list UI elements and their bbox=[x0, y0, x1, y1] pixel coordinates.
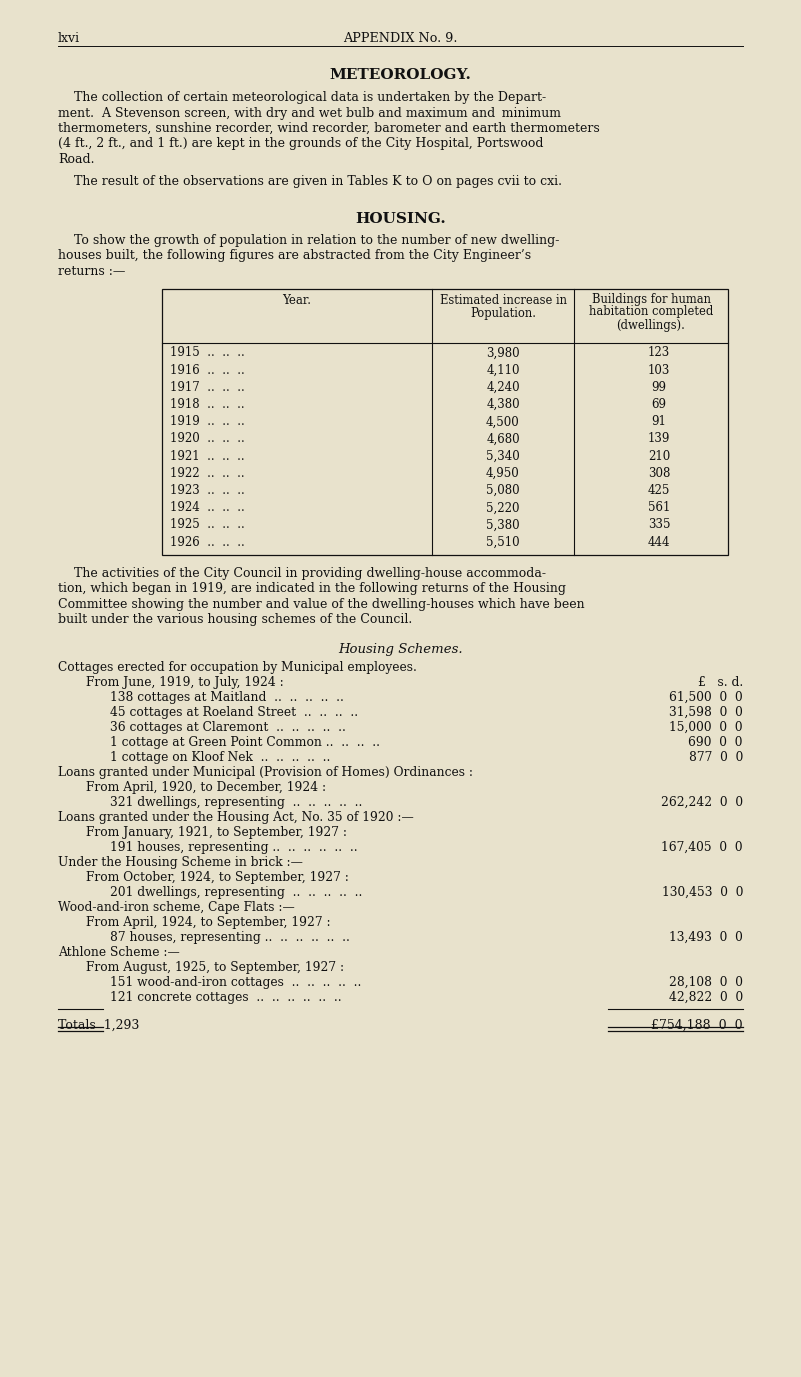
Text: 1922  ..  ..  ..: 1922 .. .. .. bbox=[170, 467, 244, 481]
Text: From January, 1921, to September, 1927 :: From January, 1921, to September, 1927 : bbox=[86, 826, 347, 839]
Text: To show the growth of population in relation to the number of new dwelling-: To show the growth of population in rela… bbox=[58, 234, 559, 246]
Text: Athlone Scheme :—: Athlone Scheme :— bbox=[58, 946, 179, 958]
Text: 151 wood-and-iron cottages  ..  ..  ..  ..  ..: 151 wood-and-iron cottages .. .. .. .. .… bbox=[110, 976, 361, 989]
Text: 1925  ..  ..  ..: 1925 .. .. .. bbox=[170, 519, 245, 532]
Text: 15,000  0  0: 15,000 0 0 bbox=[670, 722, 743, 734]
Text: 36 cottages at Claremont  ..  ..  ..  ..  ..: 36 cottages at Claremont .. .. .. .. .. bbox=[110, 722, 346, 734]
Text: 4,240: 4,240 bbox=[486, 381, 520, 394]
Text: 1923  ..  ..  ..: 1923 .. .. .. bbox=[170, 485, 245, 497]
Text: 1918  ..  ..  ..: 1918 .. .. .. bbox=[170, 398, 244, 412]
Text: 5,080: 5,080 bbox=[486, 485, 520, 497]
Text: (dwellings).: (dwellings). bbox=[617, 318, 686, 332]
Text: 3,980: 3,980 bbox=[486, 347, 520, 359]
Text: 1919  ..  ..  ..: 1919 .. .. .. bbox=[170, 416, 245, 428]
Text: 1917  ..  ..  ..: 1917 .. .. .. bbox=[170, 381, 245, 394]
Text: Committee showing the number and value of the dwelling-houses which have been: Committee showing the number and value o… bbox=[58, 598, 585, 611]
Text: 5,510: 5,510 bbox=[486, 536, 520, 548]
Text: Population.: Population. bbox=[470, 307, 536, 319]
Text: From April, 1920, to December, 1924 :: From April, 1920, to December, 1924 : bbox=[86, 781, 326, 795]
Text: 138 cottages at Maitland  ..  ..  ..  ..  ..: 138 cottages at Maitland .. .. .. .. .. bbox=[110, 691, 344, 704]
Text: 1 cottage on Kloof Nek  ..  ..  ..  ..  ..: 1 cottage on Kloof Nek .. .. .. .. .. bbox=[110, 750, 330, 764]
Text: 425: 425 bbox=[648, 485, 670, 497]
Text: Totals  1,293: Totals 1,293 bbox=[58, 1019, 139, 1031]
Text: HOUSING.: HOUSING. bbox=[355, 212, 446, 226]
Text: 5,380: 5,380 bbox=[486, 519, 520, 532]
Bar bbox=[162, 289, 728, 555]
Text: thermometers, sunshine recorder, wind recorder, barometer and earth thermometers: thermometers, sunshine recorder, wind re… bbox=[58, 123, 600, 135]
Text: 210: 210 bbox=[648, 450, 670, 463]
Text: Road.: Road. bbox=[58, 153, 95, 167]
Text: 4,500: 4,500 bbox=[486, 416, 520, 428]
Text: 321 dwellings, representing  ..  ..  ..  ..  ..: 321 dwellings, representing .. .. .. .. … bbox=[110, 796, 362, 808]
Text: returns :—: returns :— bbox=[58, 264, 126, 278]
Text: 4,680: 4,680 bbox=[486, 432, 520, 446]
Text: 31,598  0  0: 31,598 0 0 bbox=[669, 706, 743, 719]
Text: From August, 1925, to September, 1927 :: From August, 1925, to September, 1927 : bbox=[86, 961, 344, 974]
Text: 191 houses, representing ..  ..  ..  ..  ..  ..: 191 houses, representing .. .. .. .. .. … bbox=[110, 841, 357, 854]
Text: Loans granted under the Housing Act, No. 35 of 1920 :—: Loans granted under the Housing Act, No.… bbox=[58, 811, 414, 823]
Text: 1 cottage at Green Point Common ..  ..  ..  ..: 1 cottage at Green Point Common .. .. ..… bbox=[110, 735, 380, 749]
Text: Year.: Year. bbox=[283, 293, 312, 307]
Text: The result of the observations are given in Tables K to O on pages cvii to cxi.: The result of the observations are given… bbox=[58, 175, 562, 187]
Text: £   s. d.: £ s. d. bbox=[698, 676, 743, 688]
Text: 61,500  0  0: 61,500 0 0 bbox=[670, 691, 743, 704]
Text: APPENDIX No. 9.: APPENDIX No. 9. bbox=[344, 32, 457, 45]
Text: tion, which began in 1919, are indicated in the following returns of the Housing: tion, which began in 1919, are indicated… bbox=[58, 582, 566, 595]
Text: 91: 91 bbox=[651, 416, 666, 428]
Text: 444: 444 bbox=[648, 536, 670, 548]
Text: 1916  ..  ..  ..: 1916 .. .. .. bbox=[170, 364, 245, 377]
Text: 561: 561 bbox=[648, 501, 670, 514]
Text: 5,220: 5,220 bbox=[486, 501, 520, 514]
Text: 167,405  0  0: 167,405 0 0 bbox=[662, 841, 743, 854]
Text: 5,340: 5,340 bbox=[486, 450, 520, 463]
Text: 69: 69 bbox=[651, 398, 666, 412]
Text: Estimated increase in: Estimated increase in bbox=[440, 293, 566, 307]
Text: built under the various housing schemes of the Council.: built under the various housing schemes … bbox=[58, 613, 413, 627]
Text: The activities of the City Council in providing dwelling-house accommoda-: The activities of the City Council in pr… bbox=[58, 567, 546, 580]
Text: Wood-and-iron scheme, Cape Flats :—: Wood-and-iron scheme, Cape Flats :— bbox=[58, 901, 295, 914]
Text: 42,822  0  0: 42,822 0 0 bbox=[669, 991, 743, 1004]
Text: 4,950: 4,950 bbox=[486, 467, 520, 481]
Text: 1920  ..  ..  ..: 1920 .. .. .. bbox=[170, 432, 245, 446]
Text: The collection of certain meteorological data is undertaken by the Depart-: The collection of certain meteorological… bbox=[58, 91, 546, 105]
Text: 45 cottages at Roeland Street  ..  ..  ..  ..: 45 cottages at Roeland Street .. .. .. .… bbox=[110, 706, 358, 719]
Text: 1926  ..  ..  ..: 1926 .. .. .. bbox=[170, 536, 245, 548]
Text: 308: 308 bbox=[648, 467, 670, 481]
Text: 1921  ..  ..  ..: 1921 .. .. .. bbox=[170, 450, 244, 463]
Text: 262,242  0  0: 262,242 0 0 bbox=[661, 796, 743, 808]
Text: From June, 1919, to July, 1924 :: From June, 1919, to July, 1924 : bbox=[86, 676, 284, 688]
Text: 103: 103 bbox=[648, 364, 670, 377]
Text: 28,108  0  0: 28,108 0 0 bbox=[669, 976, 743, 989]
Text: 123: 123 bbox=[648, 347, 670, 359]
Text: 130,453  0  0: 130,453 0 0 bbox=[662, 885, 743, 899]
Text: 121 concrete cottages  ..  ..  ..  ..  ..  ..: 121 concrete cottages .. .. .. .. .. .. bbox=[110, 991, 341, 1004]
Text: 201 dwellings, representing  ..  ..  ..  ..  ..: 201 dwellings, representing .. .. .. .. … bbox=[110, 885, 362, 899]
Text: METEOROLOGY.: METEOROLOGY. bbox=[329, 67, 472, 83]
Text: 690  0  0: 690 0 0 bbox=[689, 735, 743, 749]
Text: 1924  ..  ..  ..: 1924 .. .. .. bbox=[170, 501, 245, 514]
Text: Cottages erected for occupation by Municipal employees.: Cottages erected for occupation by Munic… bbox=[58, 661, 417, 673]
Text: (4 ft., 2 ft., and 1 ft.) are kept in the grounds of the City Hospital, Portswoo: (4 ft., 2 ft., and 1 ft.) are kept in th… bbox=[58, 138, 544, 150]
Text: 4,110: 4,110 bbox=[486, 364, 520, 377]
Text: From October, 1924, to September, 1927 :: From October, 1924, to September, 1927 : bbox=[86, 870, 349, 884]
Text: 4,380: 4,380 bbox=[486, 398, 520, 412]
Text: 335: 335 bbox=[648, 519, 670, 532]
Text: From April, 1924, to September, 1927 :: From April, 1924, to September, 1927 : bbox=[86, 916, 331, 929]
Text: £754,188  0  0: £754,188 0 0 bbox=[651, 1019, 743, 1031]
Text: habitation completed: habitation completed bbox=[589, 306, 713, 318]
Text: 877  0  0: 877 0 0 bbox=[689, 750, 743, 764]
Text: lxvi: lxvi bbox=[58, 32, 80, 45]
Text: Under the Housing Scheme in brick :—: Under the Housing Scheme in brick :— bbox=[58, 856, 303, 869]
Text: Housing Schemes.: Housing Schemes. bbox=[338, 643, 463, 655]
Text: 13,493  0  0: 13,493 0 0 bbox=[669, 931, 743, 943]
Text: 1915  ..  ..  ..: 1915 .. .. .. bbox=[170, 347, 245, 359]
Text: Buildings for human: Buildings for human bbox=[591, 292, 710, 306]
Text: houses built, the following figures are abstracted from the City Engineer’s: houses built, the following figures are … bbox=[58, 249, 531, 263]
Text: Loans granted under Municipal (Provision of Homes) Ordinances :: Loans granted under Municipal (Provision… bbox=[58, 766, 473, 779]
Text: 87 houses, representing ..  ..  ..  ..  ..  ..: 87 houses, representing .. .. .. .. .. .… bbox=[110, 931, 350, 943]
Text: 99: 99 bbox=[651, 381, 666, 394]
Text: ment.  A Stevenson screen, with dry and wet bulb and maximum and  minimum: ment. A Stevenson screen, with dry and w… bbox=[58, 106, 561, 120]
Text: 139: 139 bbox=[648, 432, 670, 446]
